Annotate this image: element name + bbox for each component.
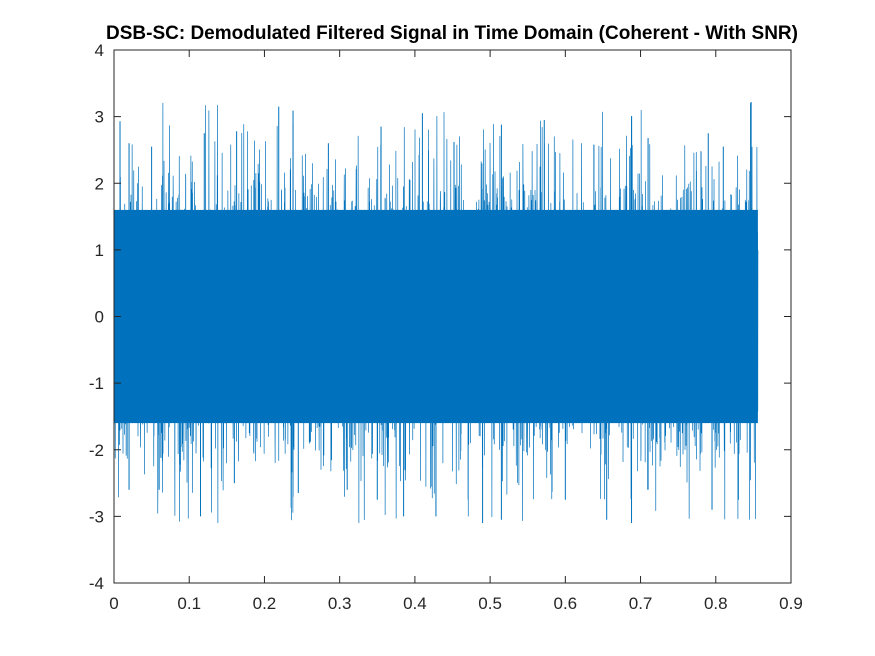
- x-tick-label: 0.2: [253, 594, 277, 613]
- x-tick-label: 0.3: [328, 594, 352, 613]
- chart-title: DSB-SC: Demodulated Filtered Signal in T…: [106, 23, 798, 44]
- y-axis: -4 -3 -2 -1 0 1 2 3 4: [89, 41, 791, 593]
- y-tick-label: -3: [89, 507, 104, 526]
- series-layer: [113, 101, 759, 524]
- x-tick-label: 0.9: [779, 594, 803, 613]
- x-tick-label: 0: [109, 594, 118, 613]
- y-tick-label: 1: [95, 241, 104, 260]
- y-tick-label: 2: [95, 174, 104, 193]
- x-tick-label: 0.7: [629, 594, 653, 613]
- y-tick-label: 0: [95, 308, 104, 327]
- y-tick-label: -4: [89, 574, 104, 593]
- x-tick-label: 0.4: [403, 594, 427, 613]
- y-tick-label: -2: [89, 441, 104, 460]
- x-tick-label: 0.5: [478, 594, 502, 613]
- x-tick-label: 0.8: [704, 594, 728, 613]
- x-tick-label: 0.1: [177, 594, 201, 613]
- x-tick-label: 0.6: [554, 594, 578, 613]
- x-axis: 0 0.1 0.2 0.3 0.4 0.5 0.6 0.7 0.8 0.9: [109, 50, 803, 613]
- y-tick-label: 4: [95, 41, 104, 60]
- y-tick-label: 3: [95, 108, 104, 127]
- y-tick-label: -1: [89, 374, 104, 393]
